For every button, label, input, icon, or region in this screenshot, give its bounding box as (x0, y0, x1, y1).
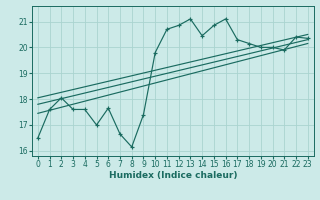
X-axis label: Humidex (Indice chaleur): Humidex (Indice chaleur) (108, 171, 237, 180)
